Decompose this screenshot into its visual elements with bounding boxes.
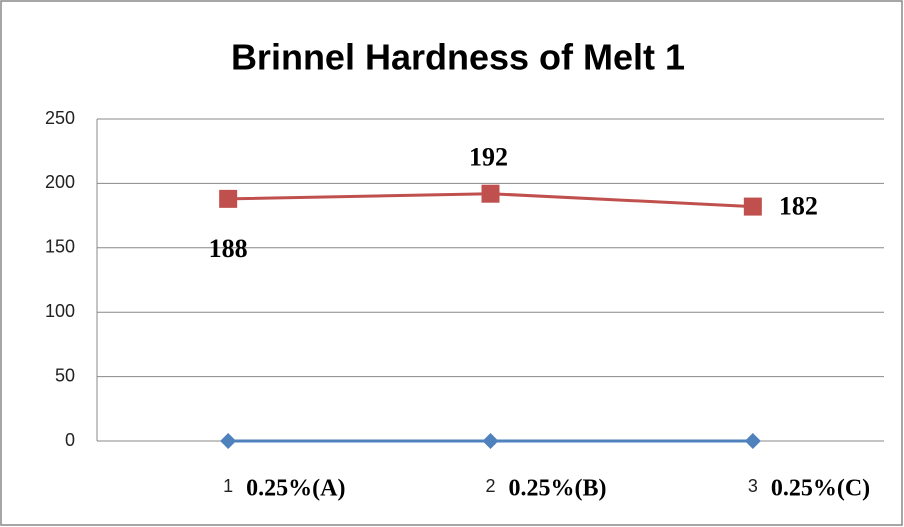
marker — [219, 189, 238, 208]
y-tick-label: 150 — [45, 237, 75, 257]
x-tick-label: 3 — [748, 476, 758, 496]
marker — [481, 184, 500, 203]
y-tick-label: 50 — [55, 365, 75, 385]
data-label: 182 — [779, 192, 818, 221]
data-label: 192 — [469, 143, 508, 172]
y-tick-label: 0 — [65, 430, 75, 450]
y-tick-label: 250 — [45, 108, 75, 128]
marker — [744, 433, 761, 449]
x-tick-label: 2 — [485, 476, 495, 496]
marker — [220, 433, 237, 449]
y-tick-label: 200 — [45, 172, 75, 192]
x-tick-label: 1 — [223, 476, 233, 496]
x-annotation: 0.25%(A) — [246, 476, 345, 502]
chart-title: Brinnel Hardness of Melt 1 — [231, 37, 685, 78]
data-label: 188 — [209, 234, 248, 263]
x-annotation: 0.25%(C) — [771, 476, 870, 502]
marker — [482, 433, 499, 449]
y-tick-label: 100 — [45, 301, 75, 321]
marker — [743, 197, 762, 216]
x-annotation: 0.25%(B) — [509, 476, 607, 502]
